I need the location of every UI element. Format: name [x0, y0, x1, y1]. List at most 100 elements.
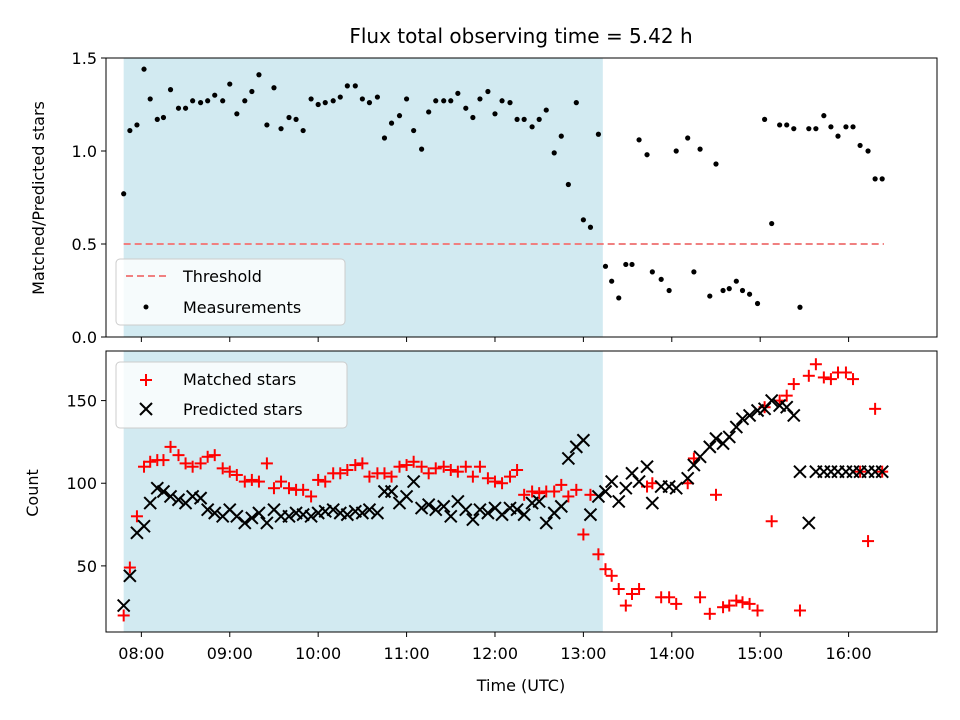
- matched-star-point: [592, 548, 605, 561]
- measurement-point: [762, 116, 768, 122]
- matched-star-point: [130, 510, 143, 523]
- top-legend-box: [115, 258, 346, 326]
- predicted-legend-swatch: [139, 402, 153, 416]
- measurement-point: [872, 176, 878, 182]
- matched-star-point: [238, 475, 251, 488]
- predicted-star-point: [429, 502, 443, 517]
- predicted-star-point: [370, 506, 385, 520]
- matched-star-point: [599, 563, 612, 576]
- predicted-star-point: [687, 458, 701, 472]
- measurement-point: [739, 287, 746, 294]
- measurement-point: [359, 96, 365, 102]
- top-legend: Threshold Measurements: [115, 258, 346, 326]
- matched-star-point: [466, 470, 479, 483]
- bottom-x-tick-label: 15:00: [737, 644, 783, 663]
- measurement-point: [551, 150, 557, 156]
- matched-star-point: [751, 604, 764, 617]
- predicted-star-point: [703, 440, 717, 454]
- measurement-point: [726, 286, 732, 292]
- matched-star-point: [765, 515, 778, 528]
- measurement-point: [658, 276, 664, 282]
- measurement-point: [685, 135, 691, 141]
- measurement-point: [388, 120, 395, 126]
- predicted-star-point: [193, 491, 208, 505]
- bottom-legend-box: [115, 361, 348, 429]
- matched-star-point: [646, 477, 659, 490]
- predicted-stars-series: [116, 393, 889, 613]
- matched-star-point: [670, 597, 683, 610]
- measurement-point: [463, 105, 469, 111]
- predicted-star-point: [260, 516, 274, 530]
- matched-star-point: [378, 467, 391, 480]
- matched-star-point: [422, 467, 435, 480]
- measurement-point: [543, 107, 549, 113]
- bottom-x-tick-label: 13:00: [560, 644, 606, 663]
- measurement-point: [769, 220, 775, 227]
- matched-star-point: [275, 475, 288, 488]
- measurement-point: [205, 98, 211, 104]
- measurement-point: [154, 116, 160, 122]
- predicted-star-point: [517, 507, 531, 522]
- matched-star-point: [179, 457, 192, 470]
- measurement-point: [754, 300, 761, 307]
- predicted-star-point: [137, 519, 151, 533]
- measurement-point: [616, 295, 622, 301]
- predicted-star-point: [481, 506, 495, 520]
- chart-title: Flux total observing time = 5.42 h: [349, 24, 692, 48]
- predicted-star-point: [252, 506, 266, 520]
- measurement-point: [843, 124, 849, 130]
- predicted-star-point: [238, 516, 252, 530]
- predicted-star-point: [576, 433, 591, 447]
- matched-star-point: [385, 470, 398, 483]
- matched-star-point: [548, 485, 561, 498]
- measurement-point: [433, 98, 439, 104]
- measurement-point: [791, 126, 797, 132]
- matched-star-point: [356, 457, 369, 470]
- matched-star-point: [481, 472, 494, 485]
- measurement-point: [595, 131, 602, 137]
- measurement-point: [565, 181, 571, 188]
- matched-star-point: [518, 488, 531, 501]
- top-y-tick-label: 1.0: [72, 142, 97, 161]
- measurement-point: [448, 98, 454, 104]
- measurement-point: [477, 96, 483, 102]
- predicted-star-point: [208, 506, 222, 520]
- matched-star-point: [172, 449, 185, 462]
- measurement-point: [609, 278, 615, 284]
- measurement-point: [470, 114, 476, 121]
- measurement-point: [806, 126, 812, 132]
- measurement-point: [529, 124, 535, 130]
- measurement-point: [167, 87, 174, 93]
- matched-star-point: [117, 609, 130, 622]
- matched-star-point: [252, 475, 265, 488]
- matched-star-point: [504, 470, 517, 483]
- matched-star-point: [612, 583, 625, 596]
- measurement-point: [797, 304, 803, 310]
- measurement-point: [441, 98, 447, 104]
- measurement-point: [234, 111, 240, 117]
- matched-star-point: [459, 460, 472, 473]
- measurement-point: [227, 81, 233, 87]
- matched-star-point: [349, 459, 362, 472]
- predicted-star-point: [539, 516, 553, 530]
- measurement-point: [190, 98, 196, 104]
- predicted-star-point: [123, 569, 137, 583]
- matched-star-point: [570, 483, 583, 496]
- matched-star-point: [577, 528, 590, 541]
- measurement-point: [264, 122, 270, 128]
- measurement-point: [141, 66, 147, 72]
- measurement-point: [134, 122, 140, 128]
- measurement-point: [127, 127, 133, 134]
- measurement-point: [366, 100, 373, 106]
- measurement-point: [278, 126, 284, 132]
- matched-star-point: [496, 477, 509, 490]
- predicted-star-point: [669, 481, 683, 495]
- measurement-point: [374, 94, 381, 100]
- measurement-point: [629, 261, 635, 268]
- measurement-point: [828, 124, 834, 130]
- matched-star-point: [555, 478, 568, 491]
- measurement-point: [499, 98, 505, 104]
- predicted-star-point: [583, 507, 598, 522]
- matched-star-point: [817, 371, 830, 384]
- matched-star-point: [216, 462, 229, 475]
